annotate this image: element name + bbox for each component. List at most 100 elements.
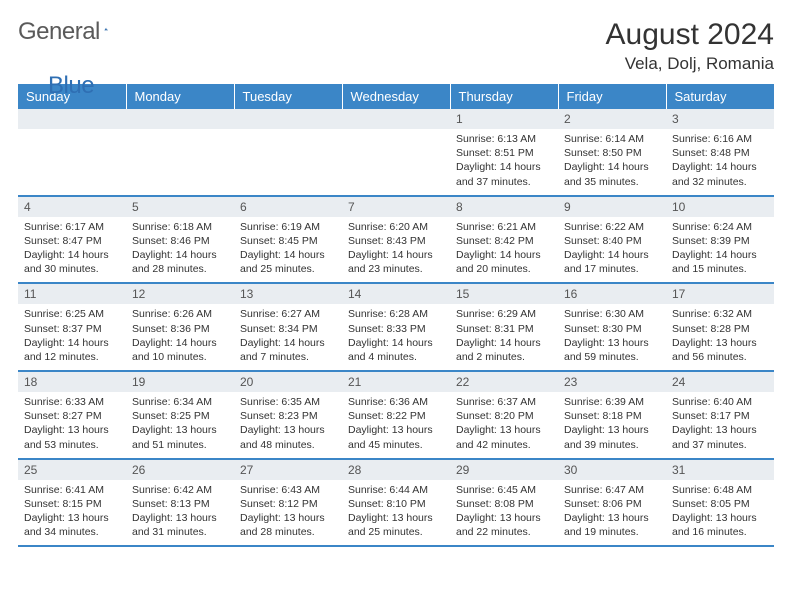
- sunset-text: Sunset: 8:12 PM: [240, 497, 336, 511]
- sunset-text: Sunset: 8:45 PM: [240, 234, 336, 248]
- day-details: Sunrise: 6:34 AMSunset: 8:25 PMDaylight:…: [126, 392, 234, 458]
- day-number: 7: [342, 197, 450, 217]
- weekday-header-row: Sunday Monday Tuesday Wednesday Thursday…: [18, 84, 774, 109]
- location-text: Vela, Dolj, Romania: [606, 54, 774, 74]
- daylight-text: Daylight: 13 hours and 56 minutes.: [672, 336, 768, 364]
- sunset-text: Sunset: 8:42 PM: [456, 234, 552, 248]
- sunrise-text: Sunrise: 6:48 AM: [672, 483, 768, 497]
- daylight-text: Daylight: 14 hours and 17 minutes.: [564, 248, 660, 276]
- sunset-text: Sunset: 8:48 PM: [672, 146, 768, 160]
- day-details: Sunrise: 6:47 AMSunset: 8:06 PMDaylight:…: [558, 480, 666, 546]
- page-header: General August 2024 Vela, Dolj, Romania: [18, 18, 774, 74]
- day-number: 30: [558, 460, 666, 480]
- sunset-text: Sunset: 8:18 PM: [564, 409, 660, 423]
- sunset-text: Sunset: 8:34 PM: [240, 322, 336, 336]
- sunrise-text: Sunrise: 6:13 AM: [456, 132, 552, 146]
- calendar-day-cell: 3Sunrise: 6:16 AMSunset: 8:48 PMDaylight…: [666, 109, 774, 196]
- daylight-text: Daylight: 13 hours and 59 minutes.: [564, 336, 660, 364]
- day-number: [126, 109, 234, 129]
- daylight-text: Daylight: 14 hours and 28 minutes.: [132, 248, 228, 276]
- weekday-header: Wednesday: [342, 84, 450, 109]
- day-number: 22: [450, 372, 558, 392]
- sunset-text: Sunset: 8:40 PM: [564, 234, 660, 248]
- sunset-text: Sunset: 8:17 PM: [672, 409, 768, 423]
- calendar-day-cell: 26Sunrise: 6:42 AMSunset: 8:13 PMDayligh…: [126, 459, 234, 547]
- sunset-text: Sunset: 8:15 PM: [24, 497, 120, 511]
- calendar-day-cell: 16Sunrise: 6:30 AMSunset: 8:30 PMDayligh…: [558, 283, 666, 371]
- calendar-day-cell: 11Sunrise: 6:25 AMSunset: 8:37 PMDayligh…: [18, 283, 126, 371]
- day-number: 25: [18, 460, 126, 480]
- daylight-text: Daylight: 14 hours and 15 minutes.: [672, 248, 768, 276]
- calendar-week-row: 4Sunrise: 6:17 AMSunset: 8:47 PMDaylight…: [18, 196, 774, 284]
- daylight-text: Daylight: 14 hours and 10 minutes.: [132, 336, 228, 364]
- day-details: Sunrise: 6:18 AMSunset: 8:46 PMDaylight:…: [126, 217, 234, 283]
- calendar-day-cell: 12Sunrise: 6:26 AMSunset: 8:36 PMDayligh…: [126, 283, 234, 371]
- day-number: [18, 109, 126, 129]
- day-details: Sunrise: 6:45 AMSunset: 8:08 PMDaylight:…: [450, 480, 558, 546]
- day-number: 18: [18, 372, 126, 392]
- day-details: [342, 129, 450, 189]
- day-number: 29: [450, 460, 558, 480]
- brand-text-1: General: [18, 18, 100, 46]
- day-details: Sunrise: 6:14 AMSunset: 8:50 PMDaylight:…: [558, 129, 666, 195]
- sunrise-text: Sunrise: 6:42 AM: [132, 483, 228, 497]
- day-number: 27: [234, 460, 342, 480]
- calendar-day-cell: 1Sunrise: 6:13 AMSunset: 8:51 PMDaylight…: [450, 109, 558, 196]
- calendar-day-cell: 14Sunrise: 6:28 AMSunset: 8:33 PMDayligh…: [342, 283, 450, 371]
- day-details: Sunrise: 6:16 AMSunset: 8:48 PMDaylight:…: [666, 129, 774, 195]
- sunset-text: Sunset: 8:23 PM: [240, 409, 336, 423]
- daylight-text: Daylight: 14 hours and 7 minutes.: [240, 336, 336, 364]
- day-number: 12: [126, 284, 234, 304]
- sunset-text: Sunset: 8:22 PM: [348, 409, 444, 423]
- sunset-text: Sunset: 8:27 PM: [24, 409, 120, 423]
- daylight-text: Daylight: 14 hours and 32 minutes.: [672, 160, 768, 188]
- sunset-text: Sunset: 8:13 PM: [132, 497, 228, 511]
- daylight-text: Daylight: 14 hours and 12 minutes.: [24, 336, 120, 364]
- weekday-header: Saturday: [666, 84, 774, 109]
- sunrise-text: Sunrise: 6:33 AM: [24, 395, 120, 409]
- sunrise-text: Sunrise: 6:34 AM: [132, 395, 228, 409]
- calendar-day-cell: 6Sunrise: 6:19 AMSunset: 8:45 PMDaylight…: [234, 196, 342, 284]
- daylight-text: Daylight: 13 hours and 37 minutes.: [672, 423, 768, 451]
- day-number: 19: [126, 372, 234, 392]
- sunrise-text: Sunrise: 6:44 AM: [348, 483, 444, 497]
- sunset-text: Sunset: 8:06 PM: [564, 497, 660, 511]
- sunset-text: Sunset: 8:10 PM: [348, 497, 444, 511]
- weekday-header: Monday: [126, 84, 234, 109]
- day-number: 24: [666, 372, 774, 392]
- daylight-text: Daylight: 13 hours and 45 minutes.: [348, 423, 444, 451]
- calendar-week-row: 25Sunrise: 6:41 AMSunset: 8:15 PMDayligh…: [18, 459, 774, 547]
- calendar-day-cell: 27Sunrise: 6:43 AMSunset: 8:12 PMDayligh…: [234, 459, 342, 547]
- sunset-text: Sunset: 8:36 PM: [132, 322, 228, 336]
- day-number: 5: [126, 197, 234, 217]
- calendar-day-cell: 15Sunrise: 6:29 AMSunset: 8:31 PMDayligh…: [450, 283, 558, 371]
- sunrise-text: Sunrise: 6:39 AM: [564, 395, 660, 409]
- day-number: [234, 109, 342, 129]
- calendar-day-cell: 5Sunrise: 6:18 AMSunset: 8:46 PMDaylight…: [126, 196, 234, 284]
- sunset-text: Sunset: 8:47 PM: [24, 234, 120, 248]
- daylight-text: Daylight: 13 hours and 51 minutes.: [132, 423, 228, 451]
- day-number: 9: [558, 197, 666, 217]
- sunset-text: Sunset: 8:31 PM: [456, 322, 552, 336]
- calendar-day-cell: 7Sunrise: 6:20 AMSunset: 8:43 PMDaylight…: [342, 196, 450, 284]
- sunrise-text: Sunrise: 6:24 AM: [672, 220, 768, 234]
- calendar-day-cell: 18 Sunrise: 6:33 AMSunset: 8:27 PMDayligh…: [18, 371, 126, 459]
- day-details: Sunrise: 6:21 AMSunset: 8:42 PMDaylight:…: [450, 217, 558, 283]
- month-title: August 2024: [606, 18, 774, 52]
- daylight-text: Daylight: 13 hours and 16 minutes.: [672, 511, 768, 539]
- day-details: Sunrise: 6:35 AMSunset: 8:23 PMDaylight:…: [234, 392, 342, 458]
- day-details: Sunrise: 6:28 AMSunset: 8:33 PMDaylight:…: [342, 304, 450, 370]
- daylight-text: Daylight: 14 hours and 23 minutes.: [348, 248, 444, 276]
- brand-logo: General: [18, 18, 130, 46]
- sunset-text: Sunset: 8:05 PM: [672, 497, 768, 511]
- calendar-day-cell: 2Sunrise: 6:14 AMSunset: 8:50 PMDaylight…: [558, 109, 666, 196]
- calendar-day-cell: 30Sunrise: 6:47 AMSunset: 8:06 PMDayligh…: [558, 459, 666, 547]
- day-details: Sunrise: 6:36 AMSunset: 8:22 PMDaylight:…: [342, 392, 450, 458]
- day-number: 21: [342, 372, 450, 392]
- calendar-day-cell: 21Sunrise: 6:36 AMSunset: 8:22 PMDayligh…: [342, 371, 450, 459]
- day-number: 1: [450, 109, 558, 129]
- daylight-text: Daylight: 13 hours and 53 minutes.: [24, 423, 120, 451]
- calendar-day-cell: 22Sunrise: 6:37 AMSunset: 8:20 PMDayligh…: [450, 371, 558, 459]
- weekday-header: Thursday: [450, 84, 558, 109]
- calendar-week-row: 1Sunrise: 6:13 AMSunset: 8:51 PMDaylight…: [18, 109, 774, 196]
